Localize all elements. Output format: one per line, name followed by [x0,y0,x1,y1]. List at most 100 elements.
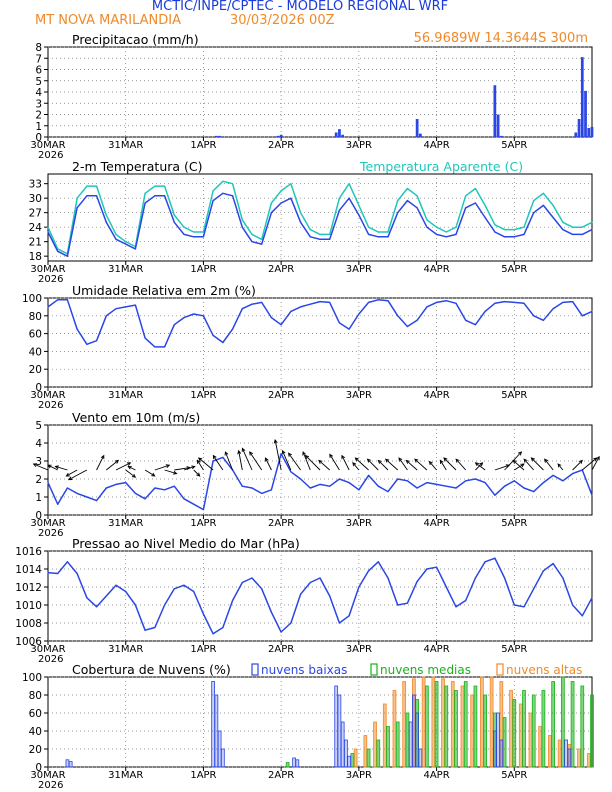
clouds-bar [340,721,345,768]
pressure-line-point [426,568,428,570]
temperature-line-point [406,199,409,202]
wind-speed-line-point [173,485,175,487]
apparent-temperature-line-point [183,226,185,228]
humidity-year-label: 2026 [38,400,63,411]
temperature-line-point [474,202,477,204]
clouds-bar [492,730,497,768]
wind-vector-head [341,454,346,460]
wind-vector-head [523,458,528,463]
clouds-bar [441,678,445,768]
apparent-temperature-line-point [435,226,438,228]
wind-vector [288,452,301,471]
apparent-temperature-line-point [397,199,399,202]
precip-bar [574,132,578,137]
wind-speed-line-point [484,482,486,484]
wind-vector-head [264,457,269,462]
temperature-frame [47,173,593,262]
pressure-line-point [125,590,127,593]
temperature-tick-label-y: 24 [29,222,43,234]
humidity-tick-label-x: 5APR [501,390,527,401]
pressure-line-point [358,586,360,588]
wind-speed-line-point [348,482,350,484]
wind-tick-label-y: 2 [35,474,42,486]
temperature-line-point [416,207,418,209]
temperature-tick-label-x: 1APR [190,264,216,275]
temperature-line-point [125,243,127,245]
apparent-temperature-line-point [309,228,311,231]
wind-vector [274,439,282,471]
temperature-line-point [270,212,273,214]
wind-speed-line-point [474,478,477,480]
wind-vector [47,464,58,471]
wind-vector-head [65,472,70,477]
wind-vector-head [302,451,306,456]
pressure-line-point [95,606,98,608]
humidity-line-point [494,302,496,304]
apparent-temperature-line-point [47,226,49,228]
wind-vector-head [126,462,132,466]
clouds-legend-label: nuvens altas [506,663,582,677]
wind-vector [514,463,525,471]
wind-speed-line-point [494,494,496,496]
clouds-bar [450,681,455,768]
pressure-line-point [241,581,243,584]
wind-vector [512,460,525,471]
humidity-line-point [134,304,137,306]
wind-tick-label-x: 30MAR [30,518,65,529]
wind-title: Vento em 10m (m/s) [72,410,200,425]
wind-tick-label-x: 1APR [190,518,216,529]
temperature-line-point [290,197,292,199]
clouds-legend-swatch [496,663,504,676]
temperature-line-point [329,238,331,240]
temperature-line-point [163,195,166,197]
pressure-tick-label-x: 3APR [346,644,372,655]
wind-vector [494,464,510,471]
clouds-bar [211,681,216,768]
wind-speed-line-point [86,496,88,498]
humidity-frame [47,297,593,388]
humidity-tick-label-y: 80 [29,311,42,323]
clouds-bar [444,685,449,768]
wind-speed-line-point [465,480,467,482]
wind-vector-head [100,454,105,460]
wind-vector-head [304,454,310,460]
clouds-bar [392,690,397,768]
apparent-temperature-line-point [358,204,360,207]
pressure-line-point [562,577,564,579]
temperature-line-point [76,207,78,209]
humidity-line-point [435,301,438,304]
apparent-temperature-line-point [76,197,78,199]
apparent-temperature-line-point [193,231,195,233]
temperature-line-point [66,255,69,257]
precip-tick-label-y: 6 [35,65,42,77]
apparent-temperature-line-point [494,224,496,226]
wind-vector-head [354,457,359,462]
wind-speed-line-point [523,487,525,489]
apparent-temperature-line-point [377,231,379,233]
apparent-temperature-line-point [261,238,263,240]
pressure-line-point [513,604,515,606]
apparent-temperature-line-point [406,187,409,190]
precip-bar [215,135,218,137]
apparent-temperature-line-point [484,204,486,207]
precip-tick-label-y: 8 [35,42,42,54]
apparent-temperature-line-point [280,190,282,192]
clouds-bar [424,685,429,768]
wind-vector-head [281,449,286,455]
pressure-tick-label-x: 2APR [268,644,294,655]
humidity-line-point [484,310,486,312]
pressure-tick-label-y: 1016 [15,546,42,558]
wind-vector-head [173,470,178,475]
humidity-line [47,299,593,348]
apparent-temperature-line-point [552,204,554,207]
temperature-line-point [484,216,486,219]
clouds-legend-label: nuvens medias [380,663,471,677]
wind-vector-head [366,458,371,463]
wind-speed-line-point [183,498,185,500]
clouds-bar [509,690,513,768]
wind-speed-line-point [261,492,263,494]
clouds-bar [570,681,575,768]
wind-speed-line-point [299,478,302,480]
apparent-temperature-line-point [115,233,117,236]
temperature-tick-label-x: 2APR [268,264,294,275]
